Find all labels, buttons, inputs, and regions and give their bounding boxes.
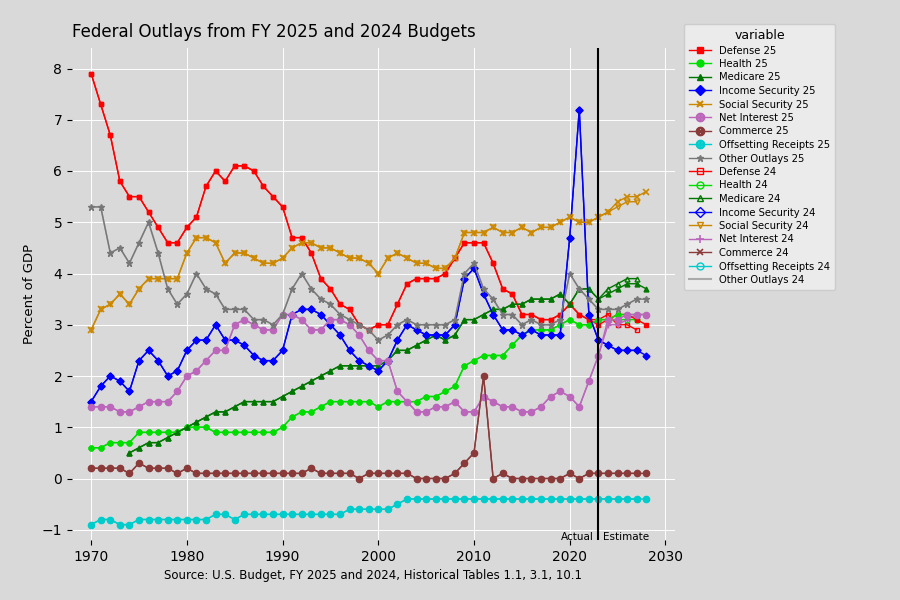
Text: Actual: Actual (561, 532, 594, 542)
Legend: Defense 25, Health 25, Medicare 25, Income Security 25, Social Security 25, Net : Defense 25, Health 25, Medicare 25, Inco… (684, 24, 835, 290)
Y-axis label: Percent of GDP: Percent of GDP (23, 244, 36, 344)
Text: Estimate: Estimate (603, 532, 649, 542)
X-axis label: Source: U.S. Budget, FY 2025 and 2024, Historical Tables 1.1, 3.1, 10.1: Source: U.S. Budget, FY 2025 and 2024, H… (165, 569, 582, 582)
Text: Federal Outlays from FY 2025 and 2024 Budgets: Federal Outlays from FY 2025 and 2024 Bu… (72, 23, 476, 41)
